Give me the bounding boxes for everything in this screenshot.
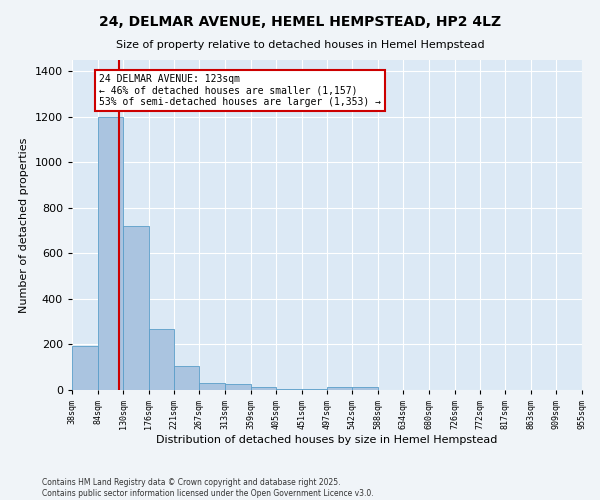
- Text: Size of property relative to detached houses in Hemel Hempstead: Size of property relative to detached ho…: [116, 40, 484, 50]
- Bar: [225, 384, 251, 390]
- Text: 24 DELMAR AVENUE: 123sqm
← 46% of detached houses are smaller (1,157)
53% of sem: 24 DELMAR AVENUE: 123sqm ← 46% of detach…: [98, 74, 380, 107]
- Bar: [149, 328, 174, 390]
- Y-axis label: Number of detached properties: Number of detached properties: [19, 138, 29, 312]
- Bar: [302, 389, 327, 390]
- Bar: [327, 386, 352, 390]
- Bar: [98, 117, 123, 390]
- Text: 24, DELMAR AVENUE, HEMEL HEMPSTEAD, HP2 4LZ: 24, DELMAR AVENUE, HEMEL HEMPSTEAD, HP2 …: [99, 15, 501, 29]
- Bar: [251, 386, 276, 390]
- Bar: [72, 346, 98, 390]
- Bar: [123, 226, 149, 390]
- X-axis label: Distribution of detached houses by size in Hemel Hempstead: Distribution of detached houses by size …: [157, 434, 497, 444]
- Bar: [199, 383, 225, 390]
- Text: Contains HM Land Registry data © Crown copyright and database right 2025.
Contai: Contains HM Land Registry data © Crown c…: [42, 478, 374, 498]
- Bar: [352, 386, 378, 390]
- Bar: [276, 389, 302, 390]
- Bar: [174, 366, 199, 390]
